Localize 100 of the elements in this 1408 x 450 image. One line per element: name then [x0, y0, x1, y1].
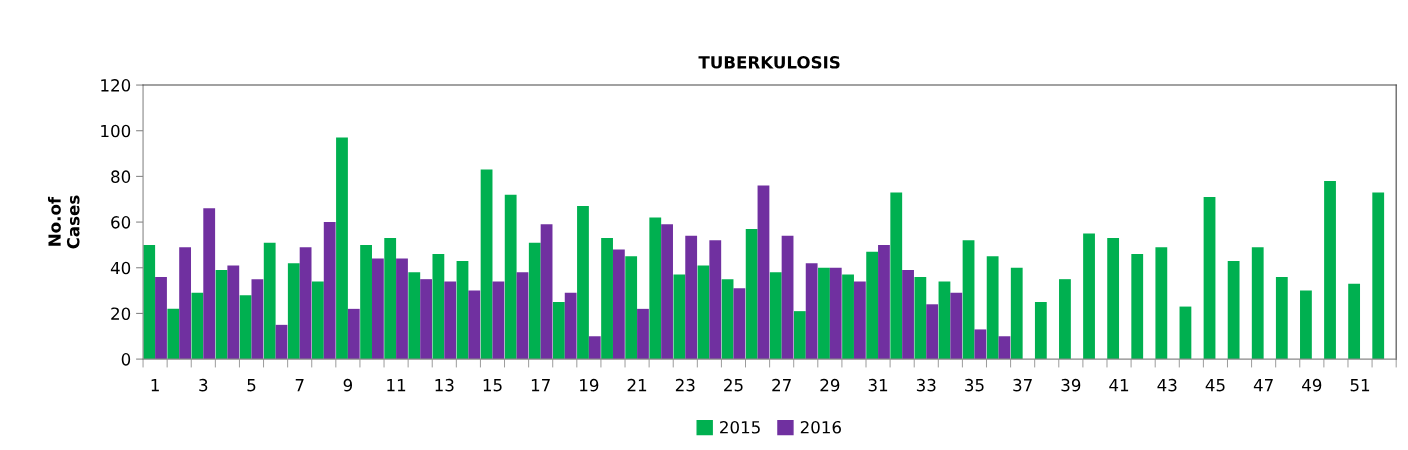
bar — [336, 137, 348, 360]
x-tick-label: 31 — [868, 378, 888, 392]
bar — [396, 258, 408, 360]
x-tick-label: 29 — [820, 378, 840, 392]
bar — [781, 235, 794, 360]
y-tick-label: 0 — [121, 353, 131, 366]
bar — [191, 292, 204, 360]
legend-label: 2016 — [800, 420, 841, 434]
y-tick-label: 60 — [111, 216, 131, 229]
bar — [299, 247, 312, 360]
x-tick-label: 1 — [151, 379, 159, 392]
bar — [974, 329, 987, 360]
bar — [1324, 180, 1336, 360]
bar — [685, 235, 698, 360]
bar — [1227, 260, 1240, 360]
bar — [853, 281, 866, 360]
bar — [227, 265, 240, 360]
bar — [757, 185, 770, 360]
x-tick-label: 27 — [772, 378, 791, 392]
x-tick-label: 51 — [1350, 379, 1370, 392]
y-tick-label: 80 — [111, 170, 131, 183]
bar — [950, 292, 963, 360]
x-tick-label: 37 — [1013, 378, 1032, 392]
x-tick-label: 35 — [965, 378, 984, 392]
bar — [528, 242, 541, 360]
bar — [577, 206, 589, 360]
x-tick-label: 49 — [1302, 378, 1322, 392]
bar — [721, 279, 734, 360]
bar — [360, 244, 372, 360]
bar — [625, 256, 638, 360]
y-tick-label: 20 — [111, 307, 131, 320]
y-axis-title: No.of Cases — [47, 195, 80, 249]
x-tick-label: 5 — [247, 379, 256, 392]
bar — [371, 258, 384, 360]
bar — [745, 228, 758, 360]
bar — [143, 244, 156, 360]
bar — [1131, 254, 1144, 360]
bar — [408, 272, 421, 360]
bar — [1300, 290, 1312, 360]
bar — [637, 308, 649, 360]
bar — [540, 224, 553, 360]
x-tick-label: 17 — [531, 379, 550, 392]
bar — [902, 270, 914, 360]
bar — [962, 240, 975, 360]
bar — [878, 244, 890, 360]
bar — [890, 192, 903, 360]
bar — [504, 194, 517, 360]
bar — [709, 240, 722, 360]
bar — [1348, 283, 1361, 360]
bar — [420, 279, 432, 360]
x-tick-label: 13 — [435, 378, 454, 392]
bar — [733, 288, 746, 360]
bar — [251, 279, 264, 360]
x-tick-label: 45 — [1205, 379, 1225, 392]
bar — [588, 336, 601, 360]
bar — [516, 272, 529, 360]
bar — [456, 260, 469, 360]
bar — [1203, 196, 1216, 360]
bar — [323, 222, 336, 360]
bar — [986, 256, 999, 360]
bar — [239, 295, 252, 360]
bar — [612, 249, 625, 360]
x-tick-label: 43 — [1157, 378, 1177, 392]
x-tick-label: 15 — [483, 379, 502, 392]
bar — [998, 336, 1011, 360]
x-tick-label: 3 — [199, 378, 208, 392]
x-tick-label: 23 — [675, 378, 695, 392]
bar — [829, 267, 842, 360]
bar — [914, 276, 927, 360]
bar — [866, 251, 879, 360]
bar — [311, 281, 324, 360]
bar — [1372, 192, 1385, 360]
bar — [793, 311, 806, 360]
bar — [926, 304, 939, 360]
bar — [842, 274, 854, 360]
x-tick-label: 11 — [387, 379, 406, 392]
bar — [179, 247, 192, 360]
bar — [601, 238, 613, 360]
bar — [480, 169, 493, 360]
bar — [492, 281, 505, 360]
bar — [215, 270, 228, 360]
bar — [649, 217, 662, 360]
x-tick-label: 19 — [580, 378, 599, 392]
bar — [275, 324, 288, 360]
bar — [347, 308, 360, 360]
x-tick-label: 9 — [343, 378, 353, 392]
bar — [287, 263, 300, 360]
bar — [1275, 276, 1288, 360]
bar — [564, 292, 577, 360]
x-tick-label: 25 — [724, 378, 743, 392]
bar — [384, 238, 397, 360]
x-tick-label: 33 — [916, 378, 936, 392]
bar — [1155, 247, 1168, 360]
bar — [552, 302, 565, 360]
bar — [1034, 302, 1047, 360]
bar — [1010, 267, 1023, 360]
y-tick-label: 100 — [101, 124, 131, 138]
y-tick-label: 40 — [110, 261, 131, 275]
bar — [1083, 233, 1095, 360]
x-tick-label: 39 — [1061, 378, 1081, 392]
